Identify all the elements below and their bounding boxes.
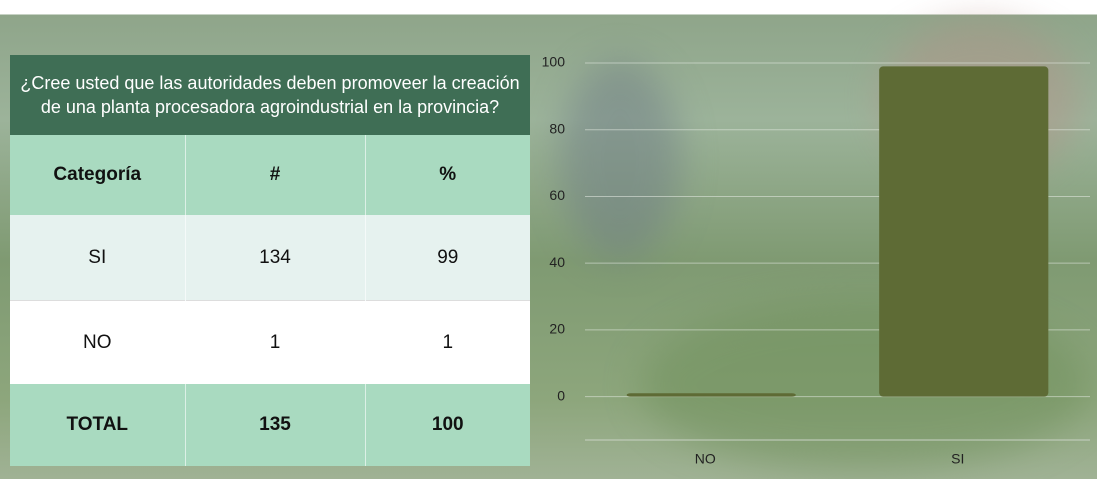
y-tick-label: 0 (557, 387, 565, 403)
bar (627, 393, 796, 396)
y-tick-label: 100 (542, 54, 566, 70)
y-tick-label: 20 (549, 321, 565, 337)
y-tick-label: 60 (549, 187, 565, 203)
x-tick-label: NO (695, 451, 716, 467)
y-tick-label: 80 (549, 120, 565, 136)
slide: ¿Cree usted que las autoridades deben pr… (0, 0, 1097, 479)
y-tick-label: 40 (549, 254, 565, 270)
bar (879, 66, 1048, 396)
chart: 0 20 40 60 80 100 NO SI (0, 0, 1097, 479)
x-tick-label: SI (951, 451, 964, 467)
